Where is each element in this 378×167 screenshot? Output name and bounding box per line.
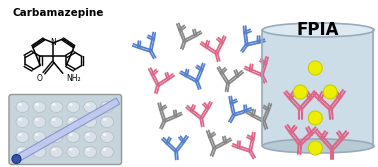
Text: FPIA: FPIA bbox=[297, 21, 339, 39]
Ellipse shape bbox=[102, 148, 107, 151]
Ellipse shape bbox=[35, 148, 39, 151]
Circle shape bbox=[293, 85, 307, 99]
Ellipse shape bbox=[50, 131, 63, 142]
Ellipse shape bbox=[262, 139, 374, 153]
Ellipse shape bbox=[67, 146, 80, 157]
Ellipse shape bbox=[35, 103, 39, 106]
Ellipse shape bbox=[69, 148, 73, 151]
Ellipse shape bbox=[18, 133, 22, 136]
Ellipse shape bbox=[69, 133, 73, 136]
Ellipse shape bbox=[33, 146, 46, 157]
Ellipse shape bbox=[18, 103, 22, 106]
Ellipse shape bbox=[33, 117, 46, 127]
Polygon shape bbox=[15, 98, 120, 162]
Ellipse shape bbox=[101, 117, 113, 127]
Ellipse shape bbox=[50, 102, 63, 113]
Ellipse shape bbox=[18, 118, 22, 121]
Text: O: O bbox=[37, 74, 43, 84]
Ellipse shape bbox=[16, 146, 29, 157]
Text: Carbamazepine: Carbamazepine bbox=[12, 8, 104, 18]
Ellipse shape bbox=[86, 148, 90, 151]
Ellipse shape bbox=[86, 133, 90, 136]
Circle shape bbox=[308, 61, 322, 75]
Text: N: N bbox=[50, 38, 56, 47]
Ellipse shape bbox=[84, 131, 97, 142]
Ellipse shape bbox=[69, 103, 73, 106]
Ellipse shape bbox=[50, 117, 63, 127]
FancyBboxPatch shape bbox=[9, 95, 122, 164]
Ellipse shape bbox=[102, 133, 107, 136]
Ellipse shape bbox=[16, 102, 29, 113]
Ellipse shape bbox=[18, 148, 22, 151]
Ellipse shape bbox=[35, 118, 39, 121]
Ellipse shape bbox=[84, 146, 97, 157]
Ellipse shape bbox=[52, 133, 56, 136]
Ellipse shape bbox=[50, 146, 63, 157]
Ellipse shape bbox=[102, 103, 107, 106]
Ellipse shape bbox=[69, 118, 73, 121]
Circle shape bbox=[308, 141, 322, 155]
Ellipse shape bbox=[101, 102, 113, 113]
Circle shape bbox=[12, 154, 21, 163]
Ellipse shape bbox=[102, 118, 107, 121]
Ellipse shape bbox=[67, 131, 80, 142]
Ellipse shape bbox=[16, 117, 29, 127]
Ellipse shape bbox=[33, 131, 46, 142]
Ellipse shape bbox=[101, 131, 113, 142]
Ellipse shape bbox=[67, 117, 80, 127]
Ellipse shape bbox=[67, 102, 80, 113]
Ellipse shape bbox=[84, 117, 97, 127]
Ellipse shape bbox=[35, 133, 39, 136]
Ellipse shape bbox=[84, 102, 97, 113]
Ellipse shape bbox=[86, 118, 90, 121]
Ellipse shape bbox=[262, 23, 374, 37]
Ellipse shape bbox=[101, 146, 113, 157]
Ellipse shape bbox=[52, 118, 56, 121]
Text: NH₂: NH₂ bbox=[67, 74, 81, 84]
Ellipse shape bbox=[86, 103, 90, 106]
Ellipse shape bbox=[33, 102, 46, 113]
Circle shape bbox=[323, 85, 337, 99]
Ellipse shape bbox=[52, 148, 56, 151]
Bar bbox=[262, 30, 374, 146]
Ellipse shape bbox=[16, 131, 29, 142]
Ellipse shape bbox=[52, 103, 56, 106]
Circle shape bbox=[308, 111, 322, 125]
